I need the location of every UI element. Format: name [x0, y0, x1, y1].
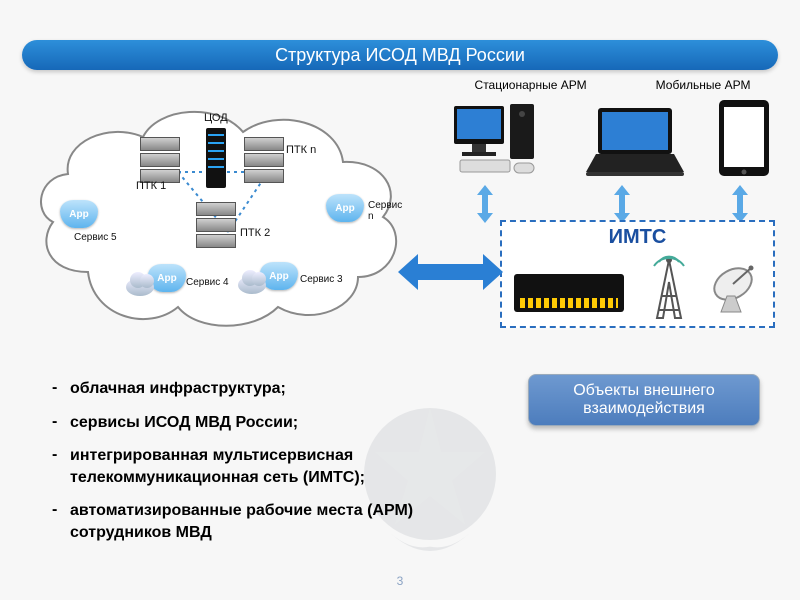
ptk-n-icon — [244, 137, 284, 177]
tablet-icon — [715, 98, 773, 178]
mini-cloud-icon — [126, 278, 154, 296]
component-list: облачная инфраструктура; сервисы ИСОД МВ… — [70, 378, 480, 556]
page-number: 3 — [0, 574, 800, 588]
double-arrow-icon-2 — [612, 185, 632, 223]
title-bar: Структура ИСОД МВД России — [22, 40, 778, 70]
big-double-arrow-icon — [398, 252, 503, 292]
ptk-2-icon — [196, 202, 236, 242]
app-service-n-icon: App — [326, 194, 364, 222]
server-tower-icon — [206, 128, 226, 188]
ptk1-label: ПТК 1 — [136, 180, 166, 192]
ptk2-label: ПТК 2 — [240, 227, 270, 239]
title-text: Структура ИСОД МВД России — [275, 45, 525, 65]
app-service-5-icon: App — [60, 200, 98, 228]
satellite-dish-icon — [707, 256, 767, 316]
cell-tower-icon — [647, 252, 692, 322]
double-arrow-icon — [475, 185, 495, 223]
ptk-1-icon — [140, 137, 180, 177]
bullet-item: автоматизированные рабочие места (АРМ) с… — [70, 500, 480, 543]
bullet-item: облачная инфраструктура; — [70, 378, 480, 400]
ptkn-label: ПТК n — [286, 144, 316, 156]
servicen-label: Сервис n — [368, 200, 408, 222]
tsod-label: ЦОД — [204, 112, 228, 124]
imts-title: ИМТС — [502, 226, 773, 249]
callout-text: Объекты внешнего взаимодействия — [533, 382, 755, 418]
external-interaction-callout: Объекты внешнего взаимодействия — [528, 374, 760, 426]
service4-label: Сервис 4 — [186, 277, 229, 288]
imts-network-box: ИМТС — [500, 220, 775, 328]
arm-section: Стационарные АРМ Мобильные АРМ — [440, 78, 785, 192]
bullet-item: интегрированная мультисервисная телекомм… — [70, 445, 480, 488]
mini-cloud-icon-2 — [238, 276, 266, 294]
bullet-item: сервисы ИСОД МВД России; — [70, 412, 480, 434]
desktop-pc-icon — [450, 100, 540, 180]
service5-label: Сервис 5 — [74, 232, 117, 243]
double-arrow-icon-3 — [730, 185, 750, 223]
network-switch-icon — [514, 274, 624, 312]
stationary-arm-label: Стационарные АРМ — [475, 78, 587, 92]
mobile-arm-label: Мобильные АРМ — [656, 78, 751, 92]
cloud-infrastructure: ЦОД ПТК 1 ПТК n ПТК 2 App Сервис 5 App С… — [28, 82, 408, 342]
laptop-icon — [580, 104, 690, 179]
service3-label: Сервис 3 — [300, 274, 343, 285]
